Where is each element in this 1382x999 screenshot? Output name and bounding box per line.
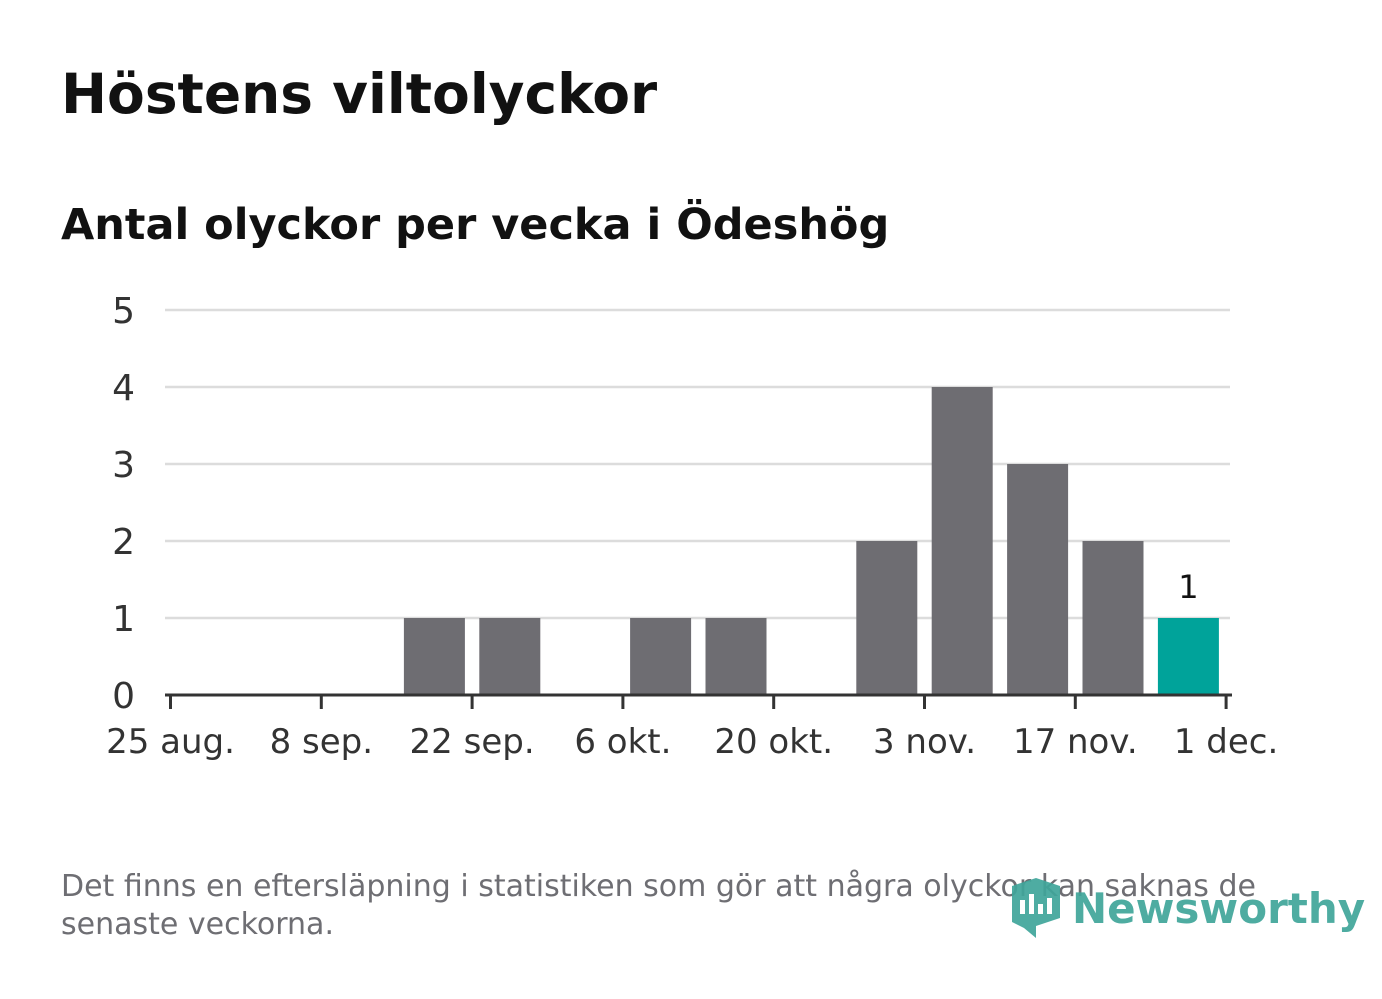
x-tick-label: 25 aug. bbox=[106, 722, 235, 762]
data-label: 1 bbox=[1178, 568, 1198, 606]
y-tick-label: 0 bbox=[112, 676, 135, 717]
chart-title: Höstens viltolyckor bbox=[61, 62, 658, 126]
bar bbox=[1007, 464, 1069, 695]
x-tick-label: 17 nov. bbox=[1013, 722, 1138, 762]
y-tick-label: 5 bbox=[112, 291, 135, 332]
footnote: Det finns en eftersläpning i statistiken… bbox=[61, 869, 1256, 942]
newsworthy-logo-icon bbox=[1012, 878, 1060, 938]
x-tick-label: 6 okt. bbox=[574, 722, 671, 762]
logo-text: Newsworthy bbox=[1072, 883, 1366, 933]
x-axis bbox=[165, 693, 1232, 709]
bars bbox=[403, 387, 1219, 695]
bar bbox=[705, 618, 767, 695]
bar-highlight bbox=[1157, 618, 1219, 695]
bar bbox=[630, 618, 692, 695]
y-tick-label: 2 bbox=[112, 522, 135, 563]
axis-labels: 0 1 2 3 4 5 1 25 aug. 8 sep. 22 sep. 6 okt. 20 okt.… bbox=[106, 291, 1278, 762]
bar bbox=[479, 618, 541, 695]
bar bbox=[931, 387, 993, 695]
x-tick-label: 20 okt. bbox=[714, 722, 833, 762]
x-tick-label: 22 sep. bbox=[410, 722, 535, 762]
newsworthy-logo: Newsworthy bbox=[1010, 878, 1365, 938]
y-tick-label: 4 bbox=[112, 368, 135, 409]
gridlines bbox=[165, 308, 1230, 620]
chart-subtitle: Antal olyckor per vecka i Ödeshög bbox=[61, 200, 890, 250]
x-tick-label: 1 dec. bbox=[1174, 722, 1278, 762]
bar bbox=[856, 541, 918, 695]
bar bbox=[403, 618, 465, 695]
y-tick-label: 1 bbox=[112, 599, 135, 640]
x-tick-label: 3 nov. bbox=[873, 722, 976, 762]
bar bbox=[1082, 541, 1144, 695]
x-tick-label: 8 sep. bbox=[270, 722, 373, 762]
y-tick-label: 3 bbox=[112, 445, 135, 486]
